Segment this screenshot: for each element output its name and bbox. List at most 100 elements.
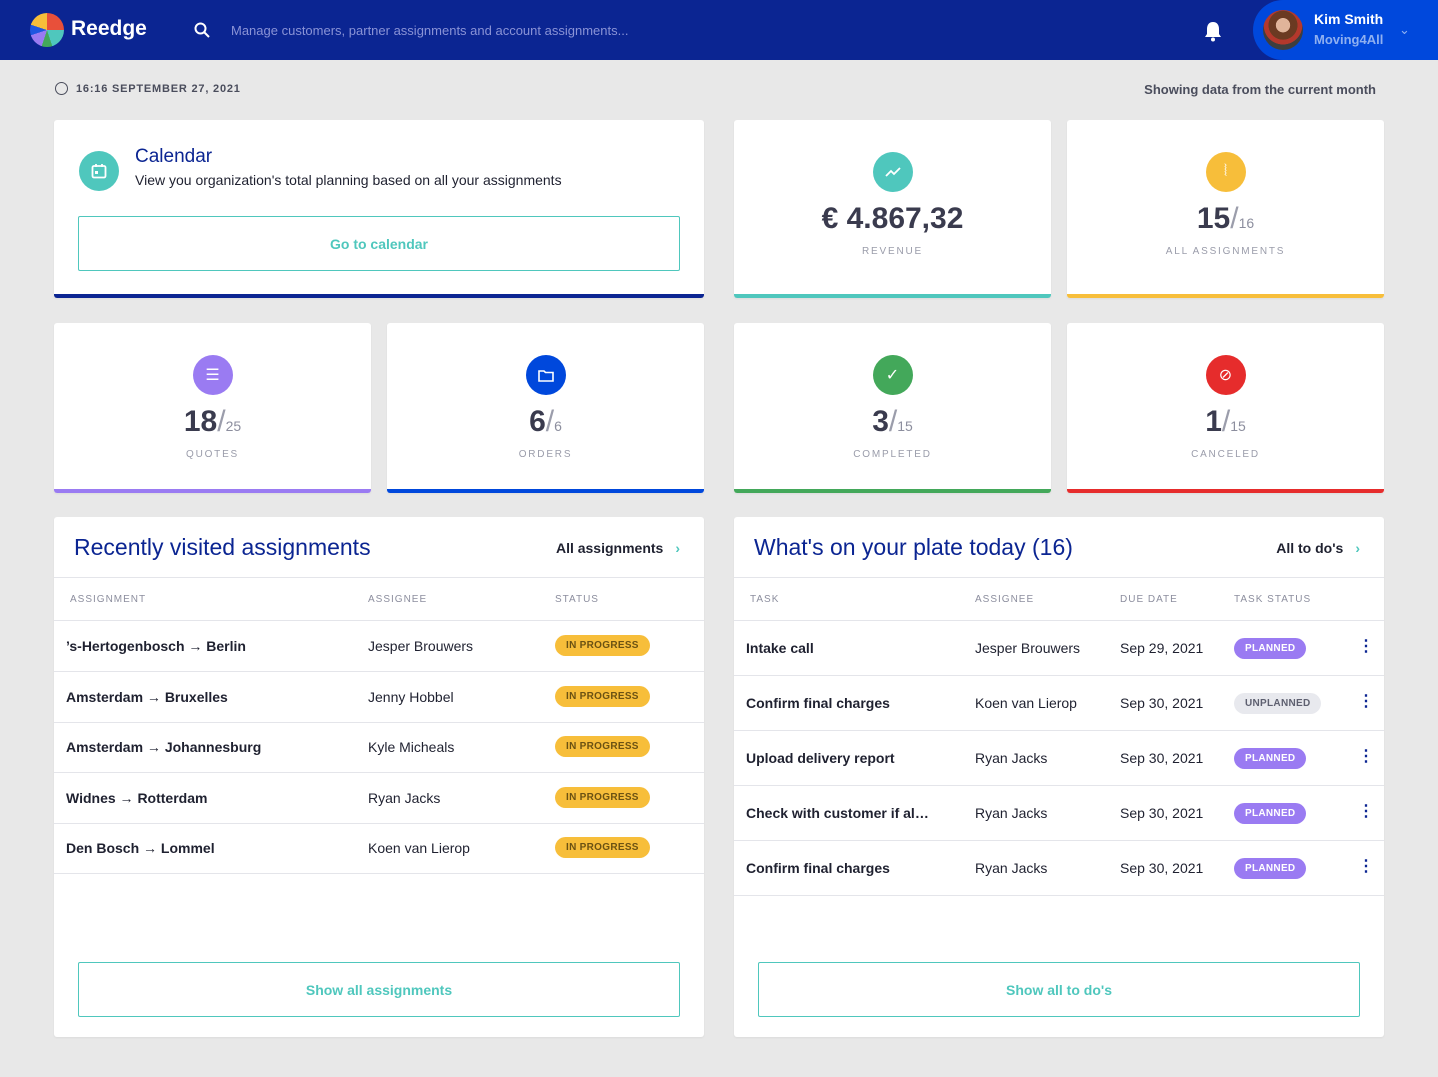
total: 25 [225,418,242,434]
more-options-icon[interactable]: ⋮ [1358,858,1374,875]
task-name[interactable]: Confirm final charges [746,695,890,711]
assignment-route[interactable]: Amsterdam → Bruxelles [66,689,228,705]
assignee: Ryan Jacks [975,750,1048,766]
all-todos-link[interactable]: All to do's › [1276,540,1360,556]
assignment-route[interactable]: Den Bosch → Lommel [66,840,215,856]
due-date: Sep 29, 2021 [1120,640,1204,656]
paperclip-icon: ⦚ [1205,152,1246,192]
completed-card[interactable]: ✓ 3/15 COMPLETED [734,323,1051,493]
completed-value: 3/15 [872,405,913,438]
card-accent-bar [734,294,1051,298]
task-status-badge: PLANNED [1234,748,1307,769]
check-icon: ✓ [872,355,913,395]
status-badge: IN PROGRESS [555,736,650,757]
revenue-value: € 4.867,32 [821,202,964,235]
brand-name[interactable]: Reedge [71,17,147,40]
task-status-badge: UNPLANNED [1234,693,1322,714]
count: 1 [1205,405,1222,438]
table-row[interactable]: Check with customer if al… Ryan Jacks Se… [734,786,1384,841]
quote-icon: ☰ [192,355,233,395]
all-assignments-card[interactable]: ⦚ 15/16 ALL ASSIGNMENTS [1067,120,1384,298]
card-accent-bar [734,489,1051,493]
assignee: Kyle Micheals [368,739,455,755]
trend-icon [872,152,913,192]
count: 18 [183,405,218,438]
chevron-right-icon: › [1355,540,1360,556]
task-status-badge: PLANNED [1234,803,1307,824]
calendar-icon [79,151,119,191]
task-name[interactable]: Confirm final charges [746,860,890,876]
assignment-route[interactable]: ’s-Hertogenbosch → Berlin [66,638,246,654]
more-options-icon[interactable]: ⋮ [1358,638,1374,655]
more-options-icon[interactable]: ⋮ [1358,803,1374,820]
column-header[interactable]: STATUS [555,594,599,605]
panel-title: What's on your plate today (16) [754,534,1073,560]
recent-assignments-panel: Recently visited assignments All assignm… [54,517,704,1037]
canceled-card[interactable]: ⊘ 1/15 CANCELED [1067,323,1384,493]
status-badge: IN PROGRESS [555,786,650,808]
column-header[interactable]: ASSIGNEE [368,594,428,605]
revenue-card[interactable]: € 4.867,32 REVENUE [734,120,1051,298]
ban-icon: ⊘ [1205,355,1246,395]
assignment-route[interactable]: Widnes → Rotterdam [66,790,207,806]
column-header[interactable]: ASSIGNMENT [70,594,147,605]
card-accent-bar [54,294,704,298]
user-name: Kim Smith [1314,11,1384,27]
canceled-label: CANCELED [1191,449,1260,460]
show-all-todos-button[interactable]: Show all to do's [758,962,1360,1017]
chevron-down-icon[interactable]: ⌄ [1399,22,1410,37]
status-badge: IN PROGRESS [555,635,650,656]
assignee: Koen van Lierop [368,840,470,856]
column-header[interactable]: TASK [750,594,780,605]
go-to-calendar-button[interactable]: Go to calendar [78,216,680,271]
total: 15 [1230,418,1246,434]
assignment-route[interactable]: Amsterdam → Johannesburg [66,739,261,755]
orders-label: ORDERS [518,449,573,460]
assignments-value: 15/16 [1196,202,1255,235]
calendar-card: Calendar View you organization's total p… [54,120,704,298]
column-header[interactable]: ASSIGNEE [975,594,1035,605]
table-row[interactable]: Amsterdam → Johannesburg Kyle Micheals I… [54,722,704,773]
task-name[interactable]: Check with customer if al… [746,805,929,821]
folder-icon [525,355,566,395]
more-options-icon[interactable]: ⋮ [1358,748,1374,765]
datetime-text: 16:16 SEPTEMBER 27, 2021 [76,82,241,95]
arrow-right-icon: → [143,840,158,856]
quotes-card[interactable]: ☰ 18/25 QUOTES [54,323,371,493]
assignee: Ryan Jacks [975,860,1048,876]
top-bar: Reedge Manage customers, partner assignm… [0,0,1438,60]
assignee: Koen van Lierop [975,695,1077,711]
search-input[interactable]: Manage customers, partner assignments an… [231,23,629,38]
card-accent-bar [54,489,371,493]
table-row[interactable]: Confirm final charges Ryan Jacks Sep 30,… [734,841,1384,896]
column-header[interactable]: TASK STATUS [1234,594,1312,605]
table-row[interactable]: Den Bosch → Lommel Koen van Lierop IN PR… [54,823,704,874]
orders-card[interactable]: 6/6 ORDERS [387,323,704,493]
canceled-value: 1/15 [1205,405,1246,438]
show-all-assignments-button[interactable]: Show all assignments [78,962,680,1017]
all-assignments-link[interactable]: All assignments › [556,540,680,556]
table-header: TASK ASSIGNEE DUE DATE TASK STATUS [734,577,1384,621]
route-from: Widnes [66,789,116,806]
reedge-logo[interactable] [30,13,64,47]
arrow-right-icon: → [146,739,161,755]
table-row[interactable]: Intake call Jesper Brouwers Sep 29, 2021… [734,621,1384,676]
task-name[interactable]: Upload delivery report [746,750,895,766]
search-icon[interactable] [194,22,210,38]
arrow-right-icon: → [119,789,134,806]
user-organization: Moving4All [1314,32,1384,47]
user-menu[interactable]: Kim Smith Moving4All ⌄ [1253,0,1438,60]
table-row[interactable]: Confirm final charges Koen van Lierop Se… [734,676,1384,731]
bell-icon[interactable] [1203,20,1223,42]
route-to: Berlin [206,638,246,654]
route-to: Lommel [160,840,215,856]
table-row[interactable]: Amsterdam → Bruxelles Jenny Hobbel IN PR… [54,672,704,723]
task-name[interactable]: Intake call [746,640,814,656]
table-row[interactable]: Upload delivery report Ryan Jacks Sep 30… [734,731,1384,786]
column-header[interactable]: DUE DATE [1120,594,1178,605]
count: 6 [529,405,546,438]
table-row[interactable]: Widnes → Rotterdam Ryan Jacks IN PROGRES… [54,773,704,824]
table-row[interactable]: ’s-Hertogenbosch → Berlin Jesper Brouwer… [54,621,704,672]
more-options-icon[interactable]: ⋮ [1358,693,1374,710]
assignments-label: ALL ASSIGNMENTS [1165,246,1286,257]
